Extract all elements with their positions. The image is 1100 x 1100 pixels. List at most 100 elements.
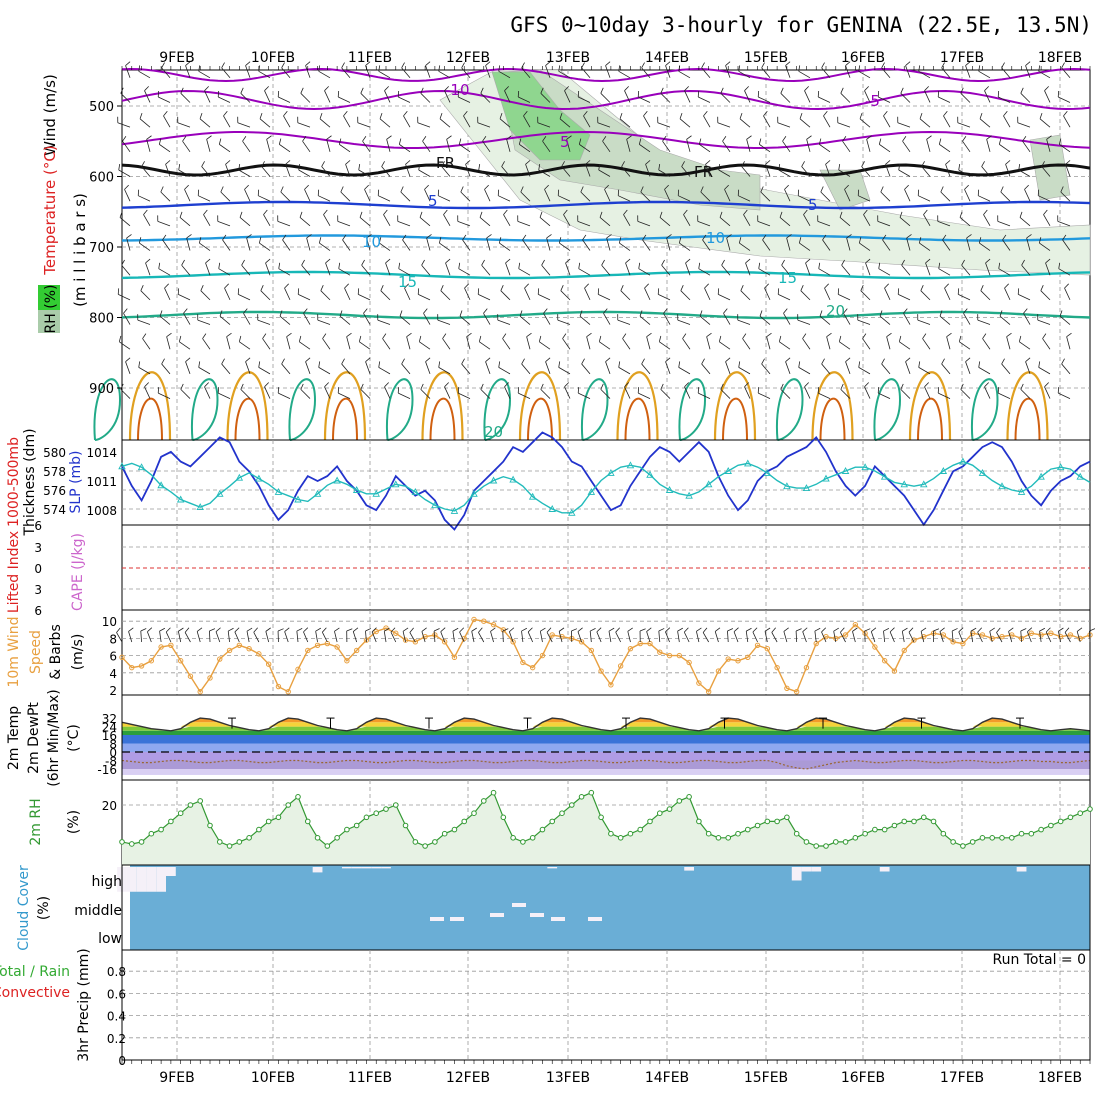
- wind-barb-flag: [746, 627, 752, 632]
- wind-barb-flag: [166, 332, 172, 337]
- wind-barb: [185, 361, 191, 375]
- wind-barb: [365, 631, 367, 643]
- wind-barb: [799, 118, 811, 128]
- wind-barb: [398, 392, 411, 399]
- wind-barb: [822, 239, 831, 251]
- wind-barb: [917, 319, 931, 325]
- wind-barb: [1064, 632, 1071, 643]
- wind-barb-flag: [346, 628, 353, 632]
- wind-barb-flag: [1044, 382, 1049, 388]
- rh2m-point: [999, 835, 1005, 841]
- wind-barb-flag: [838, 335, 842, 342]
- wind-barb: [296, 631, 299, 643]
- wind-barb-flag: [558, 361, 561, 368]
- wind-barb-flag: [286, 332, 292, 337]
- contour-20-loop: [190, 378, 219, 441]
- thickness-point: [489, 476, 498, 484]
- wind-barb: [819, 315, 831, 325]
- temp-band: [122, 743, 1090, 752]
- wind-barb: [965, 361, 971, 375]
- wind-barb: [803, 214, 811, 227]
- wind-barb-flag: [246, 627, 253, 632]
- wind-barb-flag: [406, 332, 412, 337]
- wind-barb: [564, 386, 571, 399]
- wind10-point: [148, 658, 155, 664]
- wind-barb: [578, 392, 591, 399]
- wind-barb: [805, 262, 811, 276]
- wind-barb: [299, 341, 311, 350]
- wind-barb-flag: [901, 259, 905, 266]
- wind-barb-flag: [381, 161, 385, 167]
- li-tick-label: 3: [34, 583, 42, 597]
- wind-barb: [879, 144, 891, 153]
- wind-barb: [678, 70, 691, 79]
- wind-barb: [617, 319, 631, 325]
- wind-barb: [646, 336, 651, 350]
- wind-barb-flag: [884, 283, 889, 289]
- wind-barb: [898, 169, 911, 177]
- wind-barb: [217, 221, 231, 227]
- wind-barb-flag: [706, 332, 712, 337]
- wind-barb-flag: [363, 308, 368, 314]
- temp2m-tick-label: -16: [97, 763, 117, 777]
- wind-barb-flag: [924, 86, 929, 91]
- wind-barb-flag: [926, 135, 932, 140]
- wind10-point: [451, 654, 458, 661]
- wind-barb: [338, 96, 351, 103]
- rh2m-point: [549, 818, 556, 825]
- cloud-mid-bar: [430, 917, 444, 921]
- wind-barb-flag: [538, 335, 542, 342]
- wind-barb-flag: [722, 135, 727, 142]
- wind-barb: [302, 140, 311, 153]
- rh2m-point: [656, 810, 663, 817]
- wind-barb: [945, 164, 951, 177]
- wind-barb: [246, 237, 251, 251]
- wind-barb: [441, 166, 451, 177]
- wind-barb: [1045, 631, 1052, 643]
- wind-barb-flag: [224, 283, 229, 289]
- wind-barb-flag: [805, 258, 811, 264]
- wind-barb: [197, 319, 211, 325]
- rh2m-point: [265, 818, 272, 825]
- wind-barb: [257, 319, 271, 325]
- wind-barb-flag: [240, 87, 244, 94]
- wind-barb-flag: [964, 184, 969, 190]
- wind-barb-flag: [142, 333, 147, 339]
- wind-barb-flag: [943, 110, 948, 117]
- wind-barb: [818, 268, 831, 276]
- rh2m-point: [119, 839, 125, 845]
- wind-barb-flag: [641, 62, 645, 69]
- wind-barb: [1044, 386, 1051, 399]
- wind-barb-flag: [446, 135, 452, 140]
- wind-barb: [527, 631, 534, 643]
- cloud-high-bar: [801, 867, 812, 872]
- wind-barb-flag: [984, 86, 989, 91]
- wind-barb: [438, 367, 451, 375]
- contour-25-loop: [518, 371, 562, 441]
- wind-barb-flag: [663, 308, 668, 314]
- wind-barb-flag: [900, 87, 904, 94]
- wind-barb-flag: [752, 627, 758, 633]
- wind-barb-flag: [138, 65, 141, 72]
- wind-barb: [984, 90, 991, 103]
- wind-barb: [182, 140, 191, 153]
- wind-barb-flag: [804, 86, 809, 91]
- wind-barb-flag: [240, 383, 244, 390]
- wind-barb-flag: [204, 86, 209, 91]
- wind-barb-flag: [459, 310, 463, 317]
- wind-barb: [180, 92, 191, 103]
- wind-barb-flag: [701, 358, 705, 365]
- wind-barb: [701, 67, 711, 79]
- wind-barb-flag: [727, 628, 734, 632]
- contour-minus10-upper: [121, 67, 1091, 83]
- wind-barb-flag: [425, 61, 431, 66]
- wind-barb: [1041, 166, 1051, 177]
- wind-barb: [399, 144, 411, 153]
- wind-barb: [740, 290, 751, 301]
- wind-barb-flag: [922, 333, 927, 339]
- wind-barb-flag: [353, 627, 359, 632]
- wind-barb-flag: [785, 357, 791, 362]
- wind-barb-flag: [471, 627, 477, 632]
- wind-barb: [220, 191, 231, 202]
